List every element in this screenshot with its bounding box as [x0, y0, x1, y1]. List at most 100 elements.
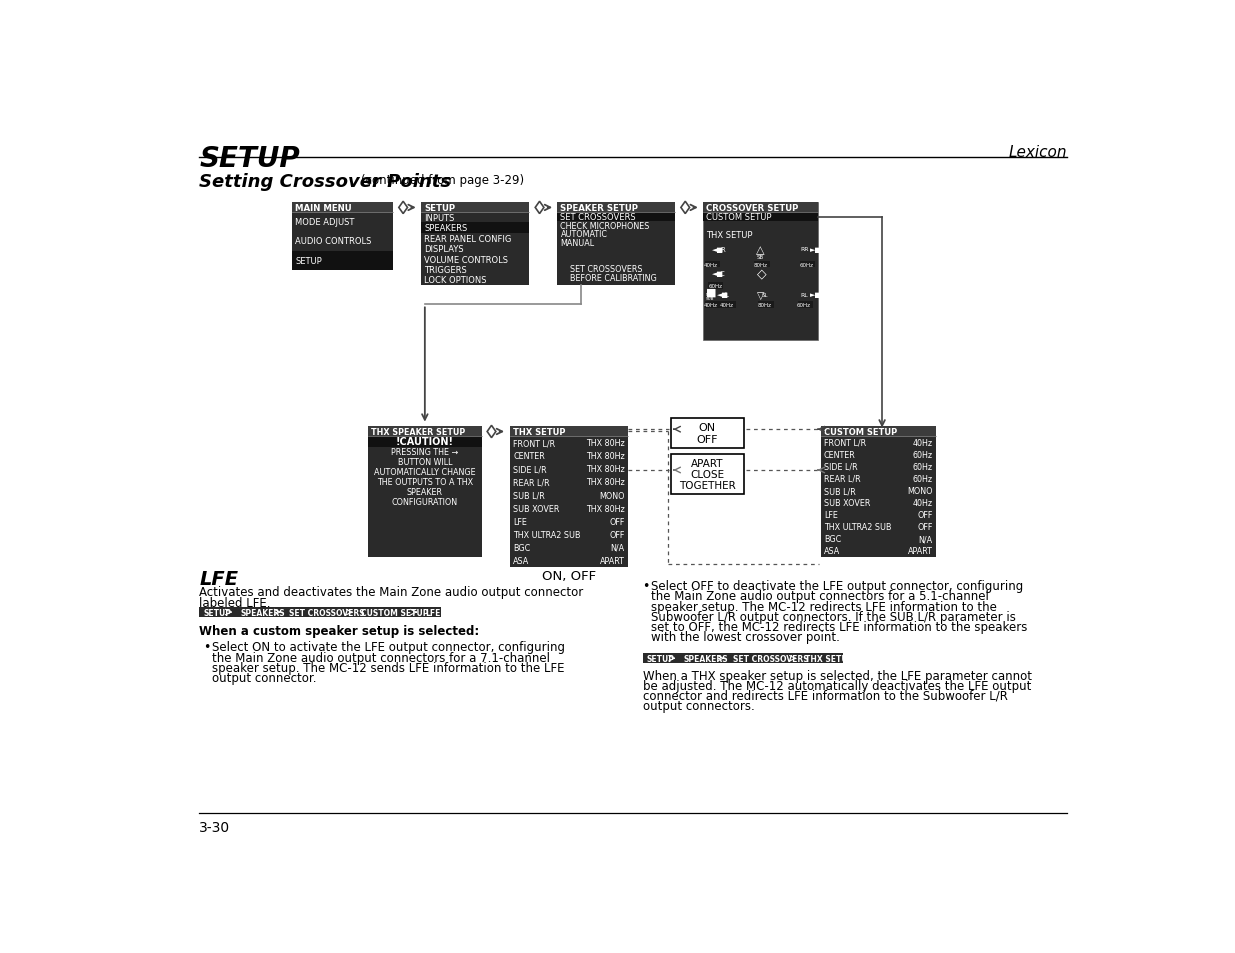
- Text: CROSSOVER SETUP: CROSSOVER SETUP: [706, 203, 799, 213]
- Bar: [421, 223, 530, 233]
- Text: VOLUME CONTROLS: VOLUME CONTROLS: [424, 255, 508, 264]
- Text: 60Hz: 60Hz: [709, 284, 722, 289]
- Bar: [671, 419, 745, 448]
- Text: labeled LFE.: labeled LFE.: [199, 597, 270, 610]
- Text: SPEAKER: SPEAKER: [406, 488, 443, 497]
- Text: THX SPEAKER SETUP: THX SPEAKER SETUP: [370, 427, 464, 436]
- Text: N/A: N/A: [610, 543, 625, 553]
- Text: set to OFF, the MC-12 redirects LFE information to the speakers: set to OFF, the MC-12 redirects LFE info…: [651, 620, 1028, 634]
- Bar: [671, 455, 745, 495]
- Bar: [557, 203, 676, 213]
- Text: REAR L/R: REAR L/R: [824, 475, 861, 483]
- Text: LFE: LFE: [824, 511, 837, 519]
- Text: SET CROSSOVERS: SET CROSSOVERS: [732, 654, 808, 663]
- Text: THE OUTPUTS TO A THX: THE OUTPUTS TO A THX: [377, 477, 473, 487]
- Text: SPEAKERS: SPEAKERS: [684, 654, 729, 663]
- Text: ◇: ◇: [757, 267, 766, 280]
- Text: Setting Crossover Points: Setting Crossover Points: [199, 172, 452, 191]
- Text: OFF: OFF: [609, 530, 625, 539]
- Text: AUTOMATICALLY CHANGE: AUTOMATICALLY CHANGE: [374, 468, 475, 476]
- Text: be adjusted. The MC-12 automatically deactivates the LFE output: be adjusted. The MC-12 automatically dea…: [642, 679, 1031, 692]
- Bar: [708, 283, 724, 290]
- Text: Lexicon: Lexicon: [1009, 144, 1067, 159]
- Text: When a custom speaker setup is selected:: When a custom speaker setup is selected:: [199, 624, 479, 638]
- Text: SIDE L/R: SIDE L/R: [514, 465, 547, 474]
- Text: SET CROSSOVERS: SET CROSSOVERS: [289, 608, 364, 617]
- Text: THX 80Hz: THX 80Hz: [587, 438, 625, 448]
- Text: THX ULTRA2 SUB: THX ULTRA2 SUB: [514, 530, 580, 539]
- Text: output connector.: output connector.: [211, 672, 316, 684]
- Text: TRIGGERS: TRIGGERS: [424, 266, 467, 274]
- Text: 40Hz: 40Hz: [719, 303, 734, 308]
- Text: 60Hz: 60Hz: [797, 303, 811, 308]
- Polygon shape: [399, 202, 408, 214]
- Bar: [800, 654, 844, 663]
- Text: SETUP: SETUP: [199, 144, 300, 172]
- Text: When a THX speaker setup is selected, the LFE parameter cannot: When a THX speaker setup is selected, th…: [642, 669, 1031, 682]
- Bar: [679, 654, 719, 663]
- Bar: [510, 427, 627, 436]
- Text: BEFORE CALIBRATING: BEFORE CALIBRATING: [569, 274, 657, 283]
- Text: SB: SB: [757, 255, 764, 260]
- Text: SETUP: SETUP: [646, 654, 674, 663]
- Text: CUSTOM SETUP: CUSTOM SETUP: [362, 608, 429, 617]
- Text: MONO: MONO: [599, 491, 625, 500]
- Text: CONFIGURATION: CONFIGURATION: [391, 497, 458, 507]
- Text: LFE: LFE: [426, 608, 441, 617]
- Bar: [368, 436, 482, 447]
- Bar: [293, 203, 393, 213]
- Text: REAR PANEL CONFIG: REAR PANEL CONFIG: [424, 234, 511, 243]
- Text: MANUAL: MANUAL: [561, 238, 594, 248]
- Text: THX 80Hz: THX 80Hz: [587, 465, 625, 474]
- Text: !CAUTION!: !CAUTION!: [396, 437, 453, 447]
- Text: RL: RL: [800, 293, 809, 297]
- Text: M
SUB: M SUB: [705, 293, 714, 301]
- Bar: [368, 427, 482, 436]
- Text: SPEAKERS: SPEAKERS: [241, 608, 285, 617]
- Bar: [357, 607, 411, 618]
- Text: with the lowest crossover point.: with the lowest crossover point.: [651, 631, 840, 643]
- Text: THX 80Hz: THX 80Hz: [587, 504, 625, 513]
- Text: INPUTS: INPUTS: [424, 213, 454, 223]
- Text: APART: APART: [908, 547, 932, 556]
- Bar: [821, 427, 936, 558]
- Text: SETUP: SETUP: [204, 608, 231, 617]
- Text: CLOSE: CLOSE: [690, 469, 725, 479]
- Text: THX SETUP: THX SETUP: [804, 654, 853, 663]
- Text: ASA: ASA: [514, 557, 530, 565]
- Text: BGC: BGC: [514, 543, 531, 553]
- Bar: [755, 261, 769, 268]
- Text: Activates and deactivates the Main Zone audio output connector: Activates and deactivates the Main Zone …: [199, 586, 584, 598]
- Bar: [237, 607, 275, 618]
- Text: the Main Zone audio output connectors for a 7.1-channel: the Main Zone audio output connectors fo…: [211, 651, 550, 664]
- Text: SUB XOVER: SUB XOVER: [514, 504, 559, 513]
- Text: ▽: ▽: [757, 290, 764, 300]
- Bar: [226, 607, 237, 618]
- Bar: [421, 203, 530, 286]
- Text: ◄■: ◄■: [713, 271, 725, 276]
- Text: SETUP: SETUP: [295, 256, 322, 265]
- Text: SET CROSSOVERS: SET CROSSOVERS: [569, 265, 642, 274]
- Text: APART: APART: [692, 458, 724, 468]
- Bar: [703, 203, 818, 340]
- Text: ■: ■: [706, 288, 716, 297]
- Bar: [703, 203, 818, 213]
- Text: CENTER: CENTER: [514, 452, 545, 460]
- Bar: [798, 302, 813, 309]
- Text: OFF: OFF: [918, 523, 932, 532]
- Bar: [642, 654, 669, 663]
- Text: THX 80Hz: THX 80Hz: [587, 477, 625, 487]
- Text: Select ON to activate the LFE output connector, configuring: Select ON to activate the LFE output con…: [211, 640, 564, 654]
- Bar: [421, 607, 441, 618]
- Text: 3-30: 3-30: [199, 821, 231, 835]
- Text: CENTER: CENTER: [824, 450, 856, 459]
- Bar: [293, 203, 393, 271]
- Bar: [411, 607, 421, 618]
- Text: DISPLAYS: DISPLAYS: [424, 245, 463, 253]
- Text: N/A: N/A: [919, 535, 932, 544]
- Text: ON: ON: [699, 422, 716, 432]
- Text: output connectors.: output connectors.: [642, 700, 755, 713]
- Text: RR: RR: [800, 247, 809, 253]
- Text: ►■: ►■: [810, 293, 823, 298]
- Text: 80Hz: 80Hz: [757, 303, 772, 308]
